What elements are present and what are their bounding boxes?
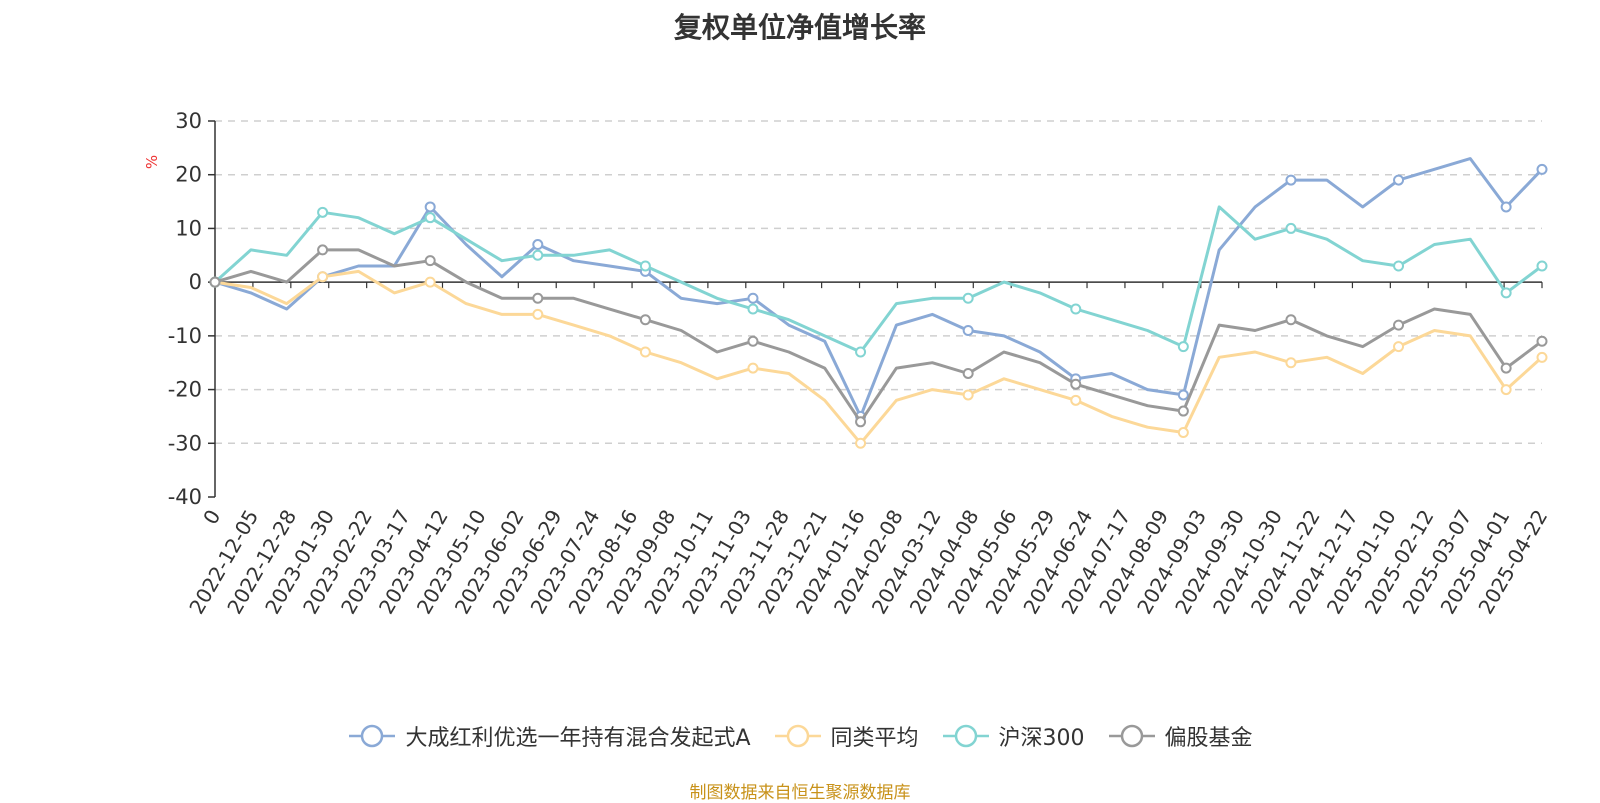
data-point <box>1285 357 1297 369</box>
data-point <box>1393 319 1405 331</box>
data-point <box>855 416 867 428</box>
data-point <box>317 206 329 218</box>
legend-label: 沪深300 <box>998 726 1085 751</box>
data-point <box>962 367 974 379</box>
data-point <box>962 292 974 304</box>
y-tick-label: -30 <box>168 431 202 455</box>
data-point <box>532 249 544 261</box>
data-point <box>1536 335 1548 347</box>
data-point <box>962 324 974 336</box>
data-point <box>747 362 759 374</box>
series-line-0 <box>214 157 1544 418</box>
data-point <box>1536 351 1548 363</box>
data-point <box>424 255 436 267</box>
legend-item-1[interactable]: 同类平均 <box>773 720 919 752</box>
data-point <box>747 303 759 315</box>
data-point <box>855 346 867 358</box>
legend-marker-icon <box>942 724 989 748</box>
chart-title: 复权单位净值增长率 <box>673 11 926 44</box>
data-point <box>747 292 759 304</box>
data-point <box>424 276 436 288</box>
data-point <box>1500 201 1512 213</box>
data-point <box>639 260 651 272</box>
data-point <box>639 346 651 358</box>
data-point <box>1536 260 1548 272</box>
data-point <box>317 271 329 283</box>
data-point <box>1393 260 1405 272</box>
data-point <box>532 239 544 251</box>
data-point <box>1177 341 1189 353</box>
data-point <box>424 201 436 213</box>
legend-label: 同类平均 <box>830 726 919 751</box>
y-tick-label: -20 <box>168 378 202 402</box>
data-point <box>532 308 544 320</box>
data-point <box>1500 384 1512 396</box>
legend-item-3[interactable]: 偏股基金 <box>1107 720 1253 752</box>
series-lines <box>209 157 1548 449</box>
series-line-1 <box>214 269 1544 445</box>
y-tick-label: -40 <box>168 485 202 509</box>
legend-marker-icon <box>349 724 396 748</box>
data-point <box>1393 341 1405 353</box>
legend-label: 偏股基金 <box>1164 726 1253 751</box>
y-tick-label: 10 <box>175 216 202 240</box>
axes <box>208 120 1543 498</box>
data-point <box>424 212 436 224</box>
legend-label: 大成红利优选一年持有混合发起式A <box>405 726 751 751</box>
data-point <box>1285 222 1297 234</box>
y-axis-label: % <box>143 155 161 169</box>
data-point <box>639 314 651 326</box>
legend-marker-icon <box>1108 724 1155 748</box>
y-tick-label: 20 <box>175 163 202 187</box>
y-tick-label: -10 <box>168 324 202 348</box>
data-point <box>1070 303 1082 315</box>
data-point <box>1285 314 1297 326</box>
legend-marker-icon <box>774 724 821 748</box>
series-line-2 <box>213 205 1543 354</box>
tick-labels: -40-30-20-10010203002022-12-052022-12-28… <box>168 109 1553 618</box>
data-point <box>855 437 867 449</box>
data-point <box>962 389 974 401</box>
data-point <box>747 335 759 347</box>
data-point <box>532 292 544 304</box>
data-point <box>317 244 329 256</box>
series-line-3 <box>214 248 1543 424</box>
data-point <box>1177 389 1189 401</box>
x-tick-label: 0 <box>198 506 225 529</box>
data-point <box>1070 394 1082 406</box>
data-point <box>1500 362 1512 374</box>
y-tick-label: 30 <box>175 109 202 133</box>
data-point <box>209 276 221 288</box>
data-point <box>1393 174 1405 186</box>
y-tick-label: 0 <box>189 270 202 294</box>
data-point <box>1177 405 1189 417</box>
data-point <box>1500 287 1512 299</box>
data-point <box>1070 378 1082 390</box>
legend: 大成红利优选一年持有混合发起式A 同类平均 沪深300 偏股基金 <box>0 720 1600 752</box>
data-point <box>1285 174 1297 186</box>
legend-item-0[interactable]: 大成红利优选一年持有混合发起式A <box>347 720 751 752</box>
data-point <box>1177 427 1189 439</box>
data-point <box>1536 163 1548 175</box>
grid-lines <box>215 120 1542 445</box>
legend-item-2[interactable]: 沪深300 <box>941 720 1085 752</box>
data-source-note: 制图数据来自恒生聚源数据库 <box>689 783 911 803</box>
